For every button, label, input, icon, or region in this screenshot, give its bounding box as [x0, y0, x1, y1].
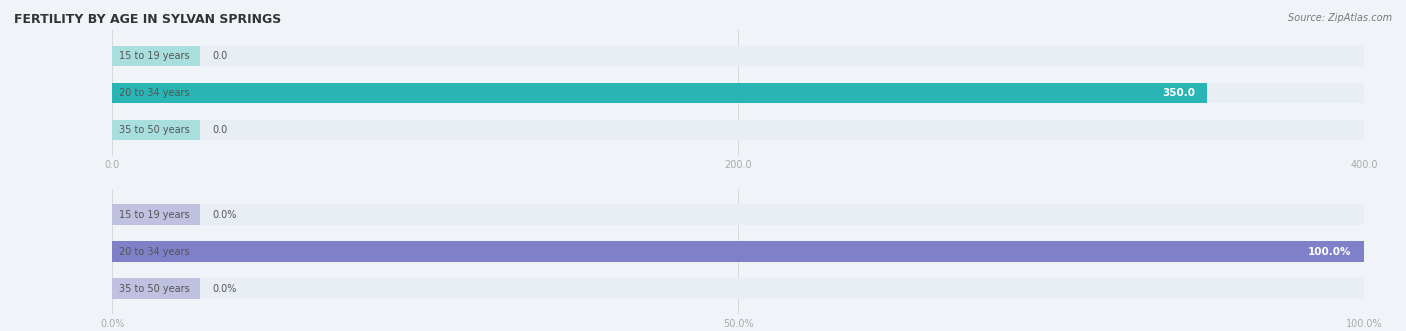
- Text: 35 to 50 years: 35 to 50 years: [118, 125, 190, 135]
- Bar: [112, 119, 1364, 140]
- Bar: [112, 278, 200, 299]
- Text: FERTILITY BY AGE IN SYLVAN SPRINGS: FERTILITY BY AGE IN SYLVAN SPRINGS: [14, 13, 281, 26]
- Bar: [112, 278, 1364, 299]
- Bar: [112, 45, 1364, 66]
- Bar: [112, 45, 200, 66]
- Text: 350.0: 350.0: [1161, 88, 1195, 98]
- Text: 20 to 34 years: 20 to 34 years: [118, 88, 190, 98]
- Text: 20 to 34 years: 20 to 34 years: [118, 247, 190, 257]
- Text: Source: ZipAtlas.com: Source: ZipAtlas.com: [1288, 13, 1392, 23]
- Text: 100.0%: 100.0%: [1308, 247, 1351, 257]
- Text: 0.0%: 0.0%: [212, 284, 238, 294]
- Bar: [112, 82, 1208, 103]
- Text: 0.0: 0.0: [212, 125, 228, 135]
- Text: 0.0: 0.0: [212, 51, 228, 61]
- Text: 15 to 19 years: 15 to 19 years: [118, 51, 190, 61]
- Bar: [112, 82, 1364, 103]
- Bar: [112, 205, 1364, 225]
- Bar: [112, 241, 1364, 262]
- Text: 35 to 50 years: 35 to 50 years: [118, 284, 190, 294]
- Bar: [112, 241, 1364, 262]
- Text: 15 to 19 years: 15 to 19 years: [118, 210, 190, 219]
- Text: 0.0%: 0.0%: [212, 210, 238, 219]
- Bar: [112, 119, 200, 140]
- Bar: [112, 205, 200, 225]
